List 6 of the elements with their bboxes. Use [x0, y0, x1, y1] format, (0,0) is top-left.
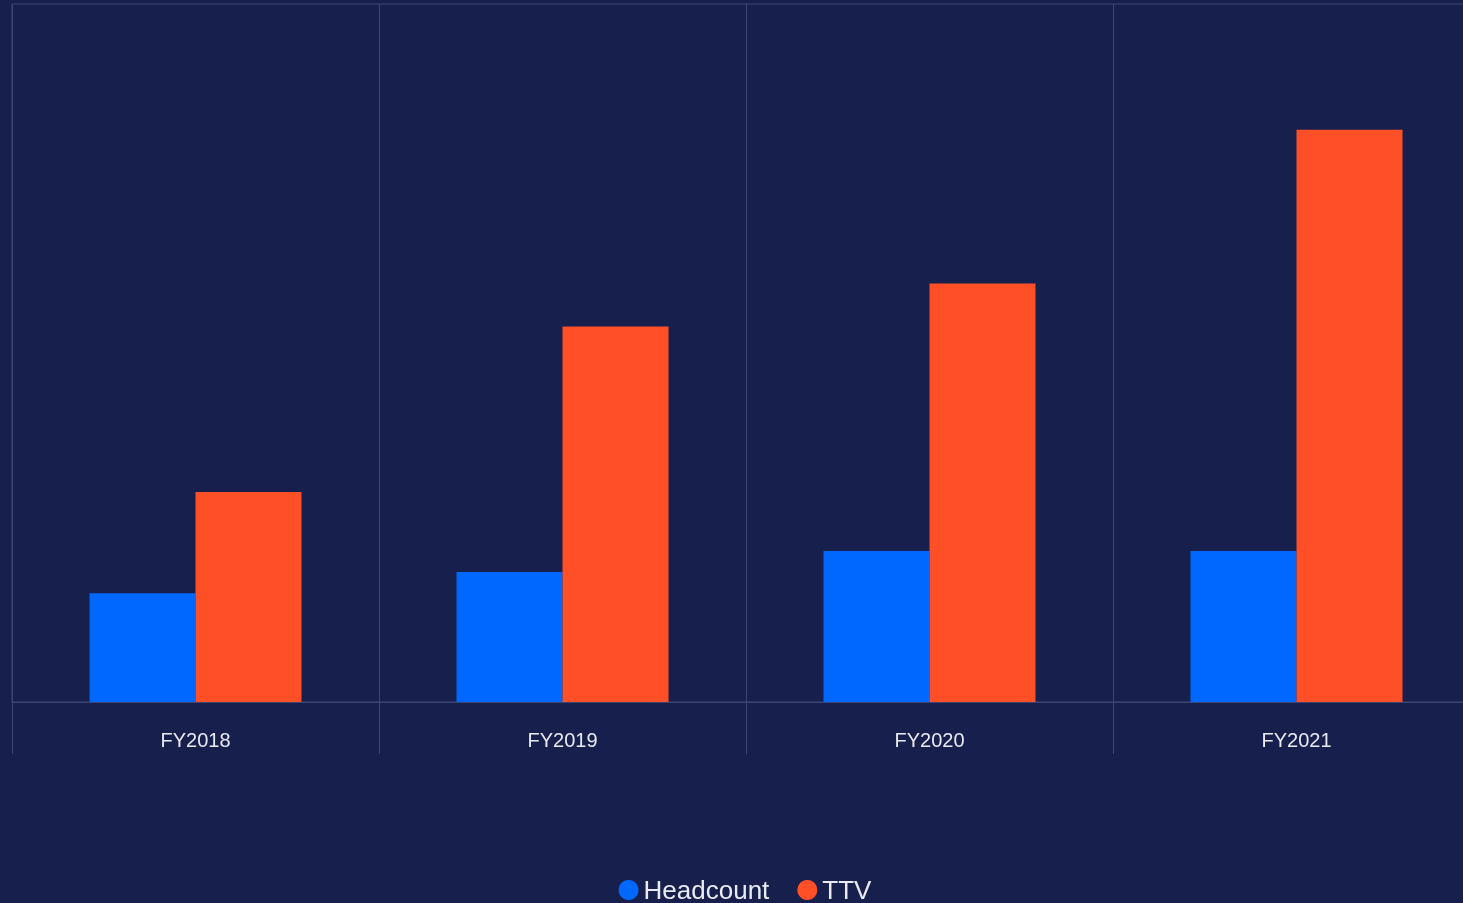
legend-label: Headcount: [643, 875, 771, 903]
legend-label: TTV: [822, 875, 873, 903]
x-tick-label: FY2021: [1261, 729, 1332, 751]
x-tick-label: FY2019: [527, 729, 598, 751]
x-tick-label: FY2018: [160, 729, 231, 751]
x-tick-label: FY2020: [894, 729, 965, 751]
